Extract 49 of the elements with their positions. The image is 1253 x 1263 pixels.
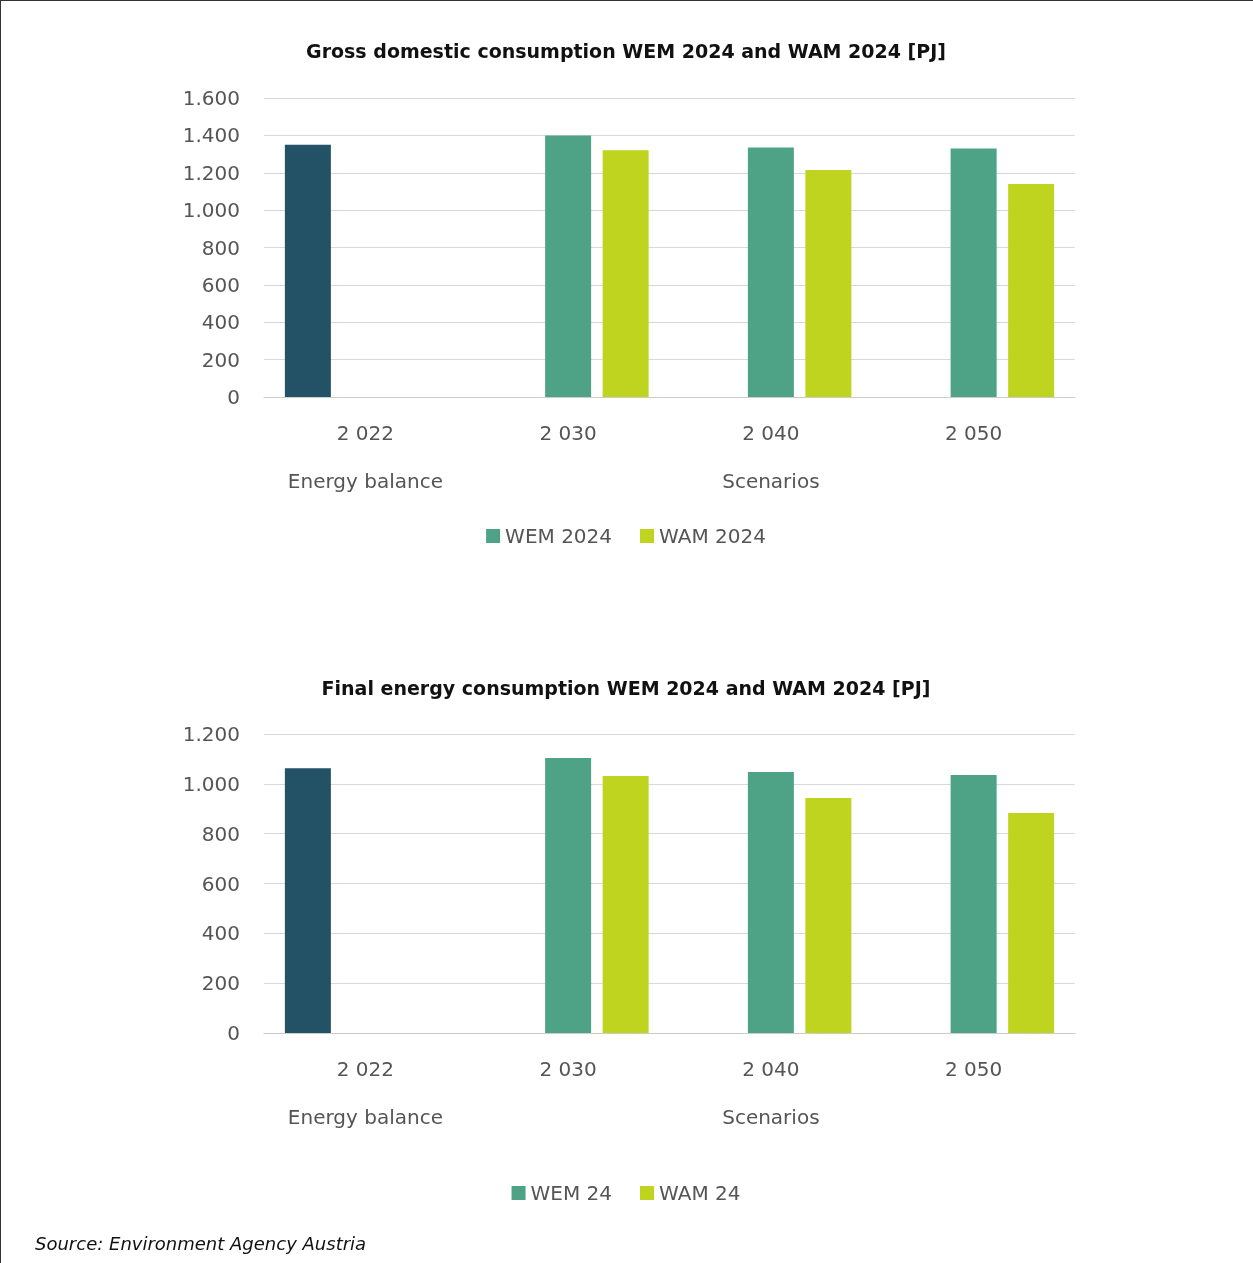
- chart-title: Gross domestic consumption WEM 2024 and WAM 2024 [PJ]: [306, 39, 946, 62]
- y-tick-label: 800: [201, 821, 240, 846]
- y-tick-label: 400: [201, 310, 240, 335]
- bar: [1008, 812, 1055, 1033]
- y-tick-label: 600: [201, 272, 240, 297]
- y-tick-label: 0: [227, 1021, 240, 1045]
- legend-label: WAM 2024: [659, 524, 766, 548]
- bar: [805, 169, 852, 397]
- bar: [602, 776, 649, 1033]
- y-tick-label: 1.600: [182, 86, 240, 110]
- chart-title: Final energy consumption WEM 2024 and WAM 2024 [PJ]: [321, 676, 931, 699]
- x-tick-label: 2 040: [742, 421, 800, 445]
- text: Energy balance: [287, 1105, 443, 1129]
- x-tick-label: 2 050: [944, 1057, 1003, 1081]
- bar: [747, 147, 794, 397]
- y-tick-label: 800: [201, 235, 240, 260]
- x-tick-label: 2 040: [742, 1057, 800, 1081]
- y-tick-label: 1.200: [182, 160, 240, 185]
- legend-label: WEM 2024: [505, 524, 613, 548]
- text: Scenarios: [722, 469, 820, 493]
- x-tick-label: 2 022: [336, 421, 395, 445]
- bar: [950, 775, 997, 1033]
- bar: [805, 798, 852, 1033]
- bar: [284, 768, 331, 1033]
- y-tick-label: 600: [201, 871, 240, 896]
- legend-label: WEM 24: [530, 1181, 613, 1205]
- bar: [545, 757, 592, 1033]
- y-tick-label: 400: [201, 921, 240, 946]
- bar: [950, 148, 997, 397]
- x-tick-label: 2 030: [539, 421, 597, 445]
- legend-label: WAM 24: [659, 1181, 741, 1205]
- y-tick-label: 200: [201, 971, 240, 996]
- source-note: Source: Environment Agency Austria: [35, 1232, 367, 1254]
- y-tick-label: 1.000: [182, 198, 240, 223]
- bar: [1008, 183, 1055, 397]
- y-tick-label: 1.200: [182, 722, 240, 746]
- bar: [602, 150, 649, 397]
- text: Scenarios: [722, 1105, 820, 1129]
- bar: [747, 772, 794, 1033]
- x-tick-label: 2 022: [336, 1057, 395, 1081]
- y-tick-label: 200: [201, 347, 240, 372]
- x-tick-label: 2 050: [944, 421, 1003, 445]
- y-tick-label: 1.000: [182, 771, 240, 796]
- bar: [545, 135, 592, 397]
- x-tick-label: 2 030: [539, 1057, 597, 1081]
- y-tick-label: 0: [227, 385, 240, 409]
- y-tick-label: 1.400: [182, 123, 240, 148]
- text: Energy balance: [287, 469, 443, 493]
- bar: [284, 144, 331, 397]
